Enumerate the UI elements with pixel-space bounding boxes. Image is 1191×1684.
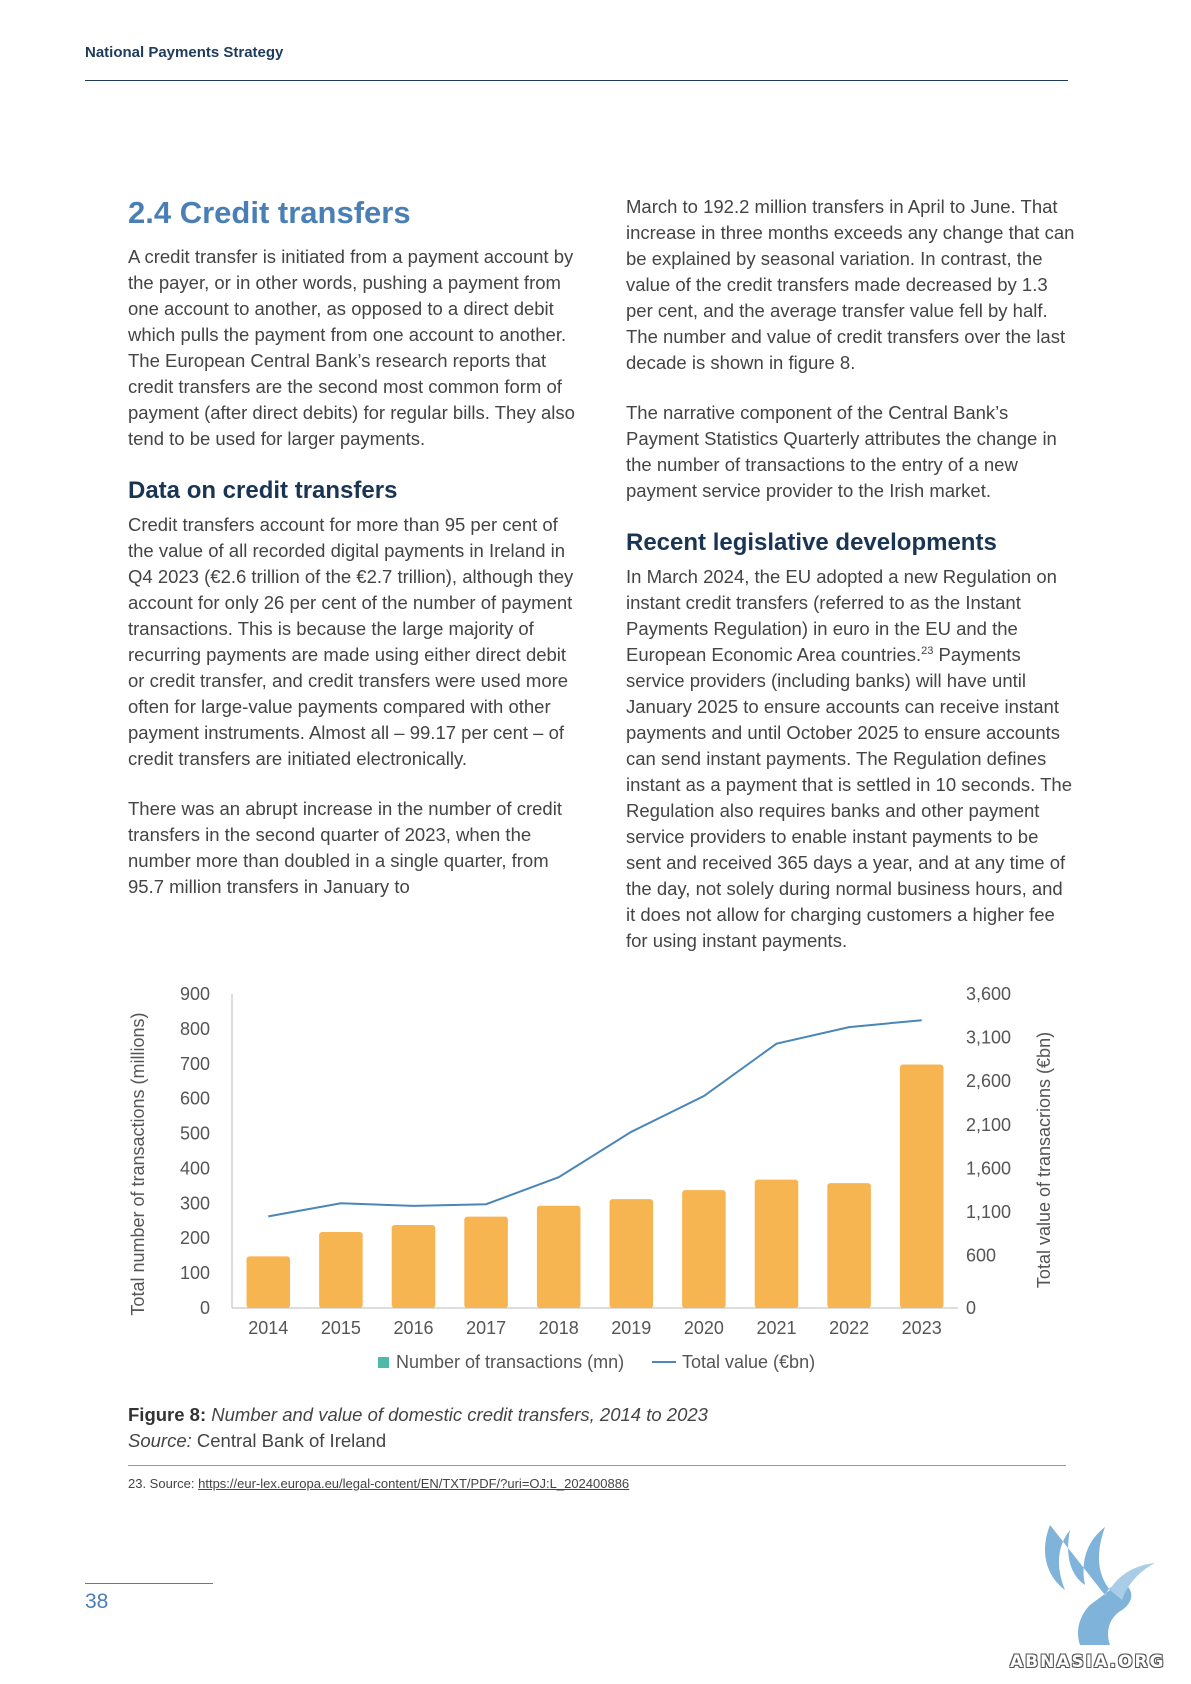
footnote: 23. Source: https://eur-lex.europa.eu/le… bbox=[128, 1476, 629, 1491]
data-heading: Data on credit transfers bbox=[128, 477, 398, 504]
legend-swatch-transactions bbox=[378, 1357, 389, 1368]
y2-tick-label: 3,100 bbox=[966, 1028, 1011, 1048]
y2-tick-label: 600 bbox=[966, 1246, 996, 1266]
bar-2023 bbox=[899, 1064, 944, 1308]
legislative-heading: Recent legislative developments bbox=[626, 529, 997, 556]
continued-paragraph: March to 192.2 million transfers in Apri… bbox=[626, 196, 1075, 373]
page-number-rule bbox=[85, 1583, 213, 1584]
narrative-paragraph: The narrative component of the Central B… bbox=[626, 402, 1057, 501]
x-tick-label: 2016 bbox=[393, 1318, 433, 1338]
watermark-text: ABNASIA.ORG bbox=[1010, 1652, 1166, 1672]
x-tick-label: 2014 bbox=[248, 1318, 288, 1338]
y2-tick-label: 2,100 bbox=[966, 1115, 1011, 1135]
y-tick-label: 800 bbox=[180, 1019, 210, 1039]
x-tick-label: 2019 bbox=[611, 1318, 651, 1338]
intro-paragraph: A credit transfer is initiated from a pa… bbox=[128, 246, 575, 449]
legend-label-value: Total value (€bn) bbox=[682, 1352, 815, 1372]
caption-text: Number and value of domestic credit tran… bbox=[206, 1404, 708, 1425]
y-tick-label: 400 bbox=[180, 1158, 210, 1178]
bar-2017 bbox=[464, 1216, 508, 1308]
total-value-line bbox=[268, 1019, 922, 1218]
page-number: 38 bbox=[85, 1590, 109, 1613]
legislative-paragraph: In March 2024, the EU adopted a new Regu… bbox=[626, 564, 1076, 954]
bar-series bbox=[246, 1064, 944, 1308]
data-paragraph-2: There was an abrupt increase in the numb… bbox=[128, 798, 562, 897]
caption-label: Figure 8: bbox=[128, 1404, 207, 1425]
y2-axis-label: Total value of transacrions (€bn) bbox=[1034, 1032, 1054, 1288]
bar-2021 bbox=[754, 1179, 799, 1308]
y-tick-label: 900 bbox=[180, 984, 210, 1004]
y2-tick-label: 3,600 bbox=[966, 984, 1011, 1004]
x-tick-label: 2021 bbox=[756, 1318, 796, 1338]
bar-2014 bbox=[246, 1256, 291, 1308]
footnote-prefix: 23. Source: bbox=[128, 1476, 199, 1491]
bar-2019 bbox=[609, 1199, 654, 1308]
footnote-link[interactable]: https://eur-lex.europa.eu/legal-content/… bbox=[198, 1476, 630, 1491]
y-axis-ticks: 0 100 200 300 400 500 600 700 800 900 bbox=[180, 984, 210, 1318]
right-column: March to 192.2 million transfers in Apri… bbox=[626, 194, 1076, 978]
bar-2015 bbox=[319, 1231, 363, 1308]
x-tick-label: 2018 bbox=[539, 1318, 579, 1338]
footnote-marker[interactable]: 23 bbox=[921, 644, 934, 657]
y-tick-label: 100 bbox=[180, 1263, 210, 1283]
y-tick-label: 0 bbox=[200, 1298, 210, 1318]
figure-caption: Figure 8: Number and value of domestic c… bbox=[128, 1402, 708, 1454]
bar-2022 bbox=[827, 1183, 871, 1308]
y2-tick-label: 1,600 bbox=[966, 1158, 1011, 1178]
footnote-rule bbox=[128, 1465, 1066, 1466]
legislative-text-a: In March 2024, the EU adopted a new Regu… bbox=[626, 566, 1057, 665]
legislative-text-b: Payments service providers (including ba… bbox=[626, 644, 1072, 951]
caption-source-text: Central Bank of Ireland bbox=[191, 1430, 387, 1451]
y-tick-label: 300 bbox=[180, 1193, 210, 1213]
section-heading: 2.4 Credit transfers bbox=[128, 195, 411, 230]
data-paragraph-1: Credit transfers account for more than 9… bbox=[128, 514, 574, 769]
header-rule bbox=[85, 80, 1068, 81]
y2-tick-label: 1,100 bbox=[966, 1202, 1011, 1222]
running-header: National Payments Strategy bbox=[85, 44, 284, 61]
x-tick-label: 2015 bbox=[321, 1318, 361, 1338]
bar-2016 bbox=[391, 1224, 436, 1308]
caption-source-label: Source: bbox=[128, 1430, 192, 1451]
y-tick-label: 200 bbox=[180, 1228, 210, 1248]
y-tick-label: 500 bbox=[180, 1124, 210, 1144]
left-column: 2.4 Credit transfers A credit transfer i… bbox=[128, 194, 578, 924]
legend: Number of transactions (mn) Total value … bbox=[378, 1352, 815, 1372]
legend-label-transactions: Number of transactions (mn) bbox=[396, 1352, 624, 1372]
x-axis-ticks: 2014 2015 2016 2017 2018 2019 2020 2021 2022 2023 bbox=[248, 1318, 941, 1338]
bar-2018 bbox=[536, 1205, 581, 1308]
y2-tick-label: 0 bbox=[966, 1298, 976, 1318]
y-tick-label: 700 bbox=[180, 1054, 210, 1074]
y2-axis-ticks: 0 600 1,100 1,600 2,100 2,600 3,100 3,600 bbox=[966, 984, 1011, 1318]
y-tick-label: 600 bbox=[180, 1089, 210, 1109]
x-tick-label: 2017 bbox=[466, 1318, 506, 1338]
y2-tick-label: 2,600 bbox=[966, 1071, 1011, 1091]
x-tick-label: 2023 bbox=[902, 1318, 942, 1338]
x-tick-label: 2022 bbox=[829, 1318, 869, 1338]
y-axis-label: Total number of transactions (millions) bbox=[128, 1012, 148, 1315]
x-tick-label: 2020 bbox=[684, 1318, 724, 1338]
credit-transfers-chart: Total number of transactions (millions) … bbox=[128, 984, 1054, 1372]
bar-2020 bbox=[682, 1190, 726, 1308]
griffin-logo-icon bbox=[1045, 1525, 1155, 1645]
